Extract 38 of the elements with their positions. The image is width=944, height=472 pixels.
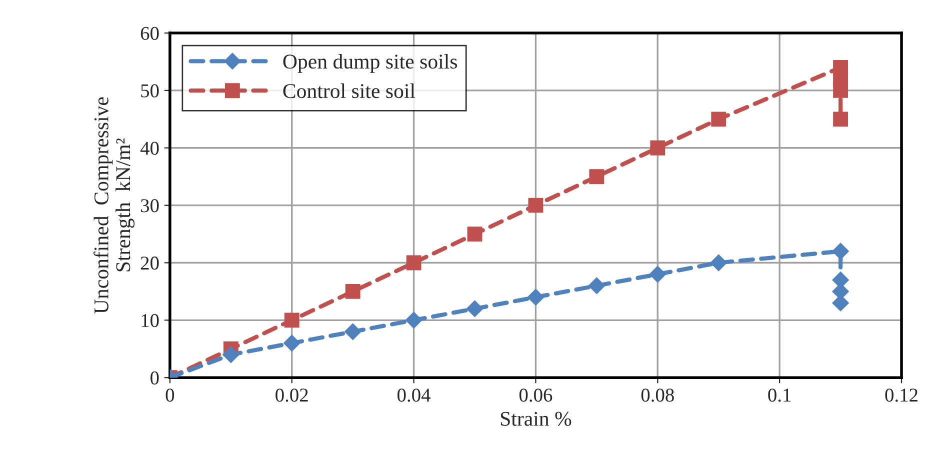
point (650, 140, 666, 156)
point (833, 112, 848, 127)
point (589, 169, 604, 184)
x-tick-label: 0.06 (519, 388, 552, 402)
point (710, 254, 727, 272)
point (406, 255, 422, 270)
point (405, 312, 422, 329)
legend-label: Open dump site soils (283, 54, 458, 73)
point (466, 300, 484, 318)
x-tick-label: 0.12 (885, 388, 918, 402)
y-tick-label: 60 (140, 26, 159, 40)
y-tick-label: 10 (142, 314, 159, 328)
x-tick-label: 0.02 (276, 388, 308, 402)
point (222, 346, 240, 364)
y-tick-label: 50 (141, 84, 159, 98)
point (832, 242, 849, 260)
point (528, 198, 544, 213)
x-tick-label: 0 (166, 388, 174, 402)
y-tick-label: 40 (140, 142, 159, 155)
y-axis-title: Unconfined Compressive Strength kN/m² (94, 97, 135, 314)
y-tick-label: 20 (140, 256, 159, 270)
point (284, 312, 300, 328)
point (833, 83, 848, 98)
legend-label: Control site soil (283, 83, 416, 98)
point (527, 288, 544, 306)
y-tick-label: 30 (140, 199, 159, 212)
point (588, 277, 606, 294)
point (345, 284, 360, 299)
x-tick-label: 0.04 (398, 388, 430, 402)
point (344, 323, 362, 340)
x-tick-label: 0.08 (641, 388, 674, 402)
point (467, 226, 482, 242)
y-tick-label: 0 (150, 371, 159, 385)
point (711, 112, 726, 127)
point (283, 334, 300, 352)
x-axis-title: Strain % (500, 412, 572, 426)
x-tick-label: 0.1 (768, 388, 791, 402)
point (649, 266, 666, 283)
